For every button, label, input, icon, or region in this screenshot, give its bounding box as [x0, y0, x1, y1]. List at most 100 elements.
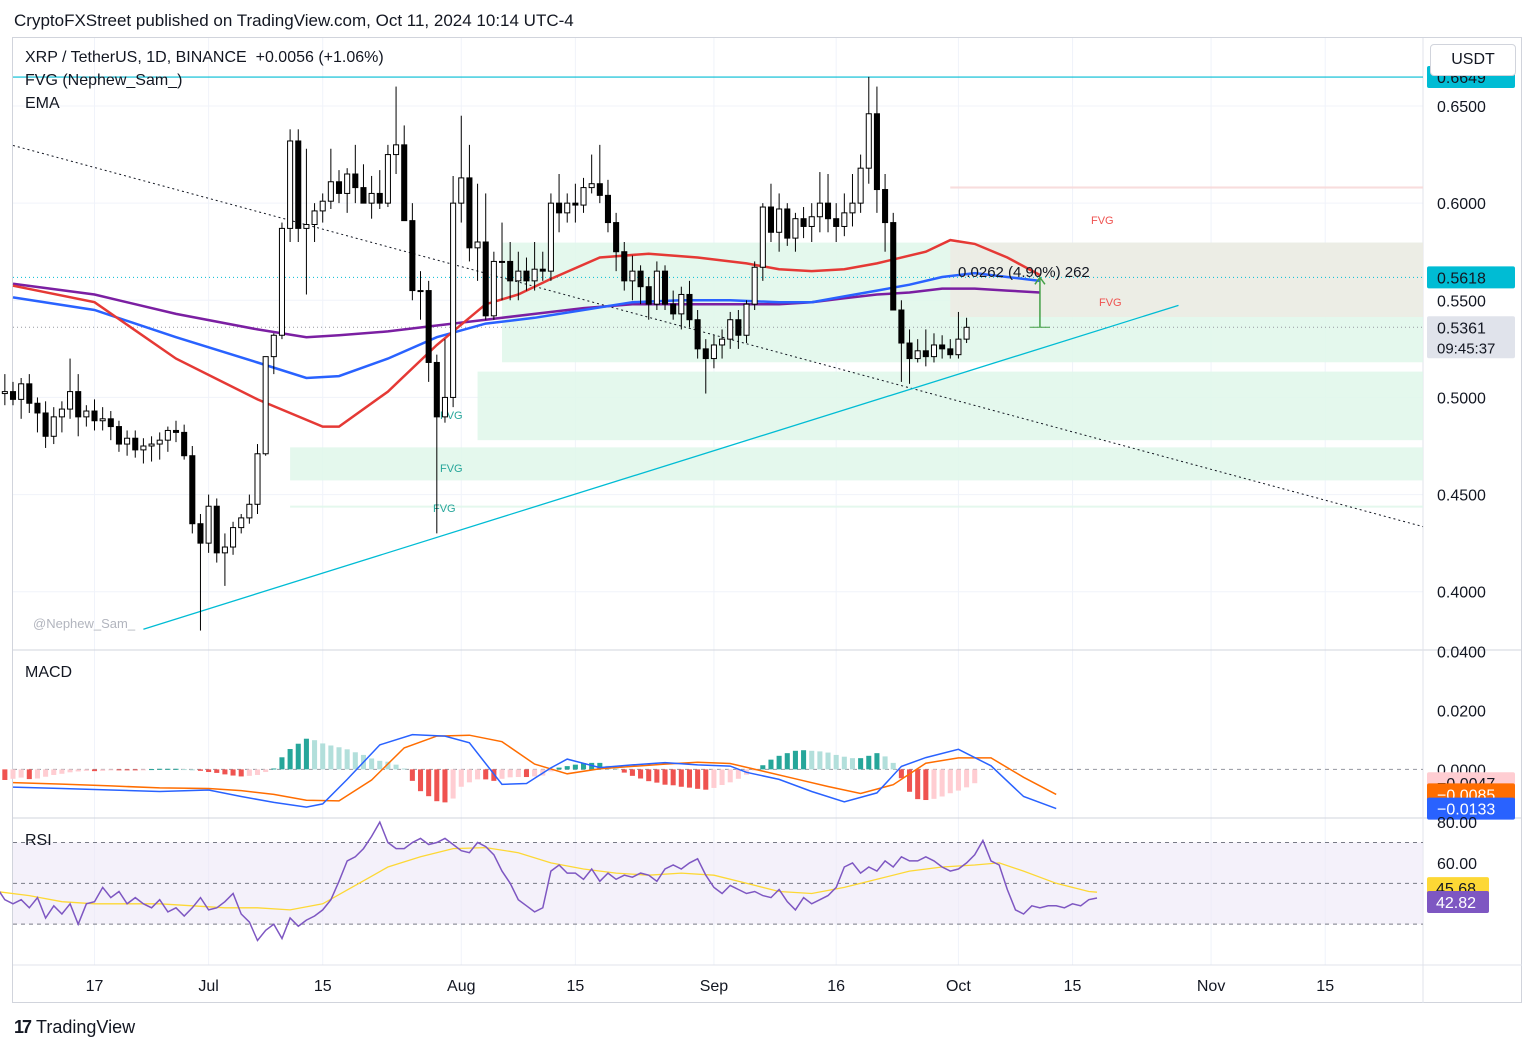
candle-up: [205, 505, 212, 544]
candle-down: [686, 293, 693, 321]
candle-up: [914, 350, 921, 360]
macd-histogram-bar: [915, 769, 921, 800]
macd-histogram-bar: [629, 769, 635, 776]
candle-down: [213, 505, 220, 554]
macd-histogram-bar: [801, 750, 807, 770]
macd-histogram-bar: [523, 769, 529, 778]
candle-up: [930, 344, 938, 358]
time-axis-tick: 15: [1064, 978, 1082, 995]
macd-histogram-bar: [931, 769, 937, 799]
macd-histogram-bar: [760, 765, 766, 770]
candle-up: [327, 181, 334, 202]
macd-value-badge: [1427, 797, 1515, 820]
candle-down: [882, 189, 889, 224]
candle-up: [246, 503, 253, 519]
macd-pane-label[interactable]: MACD: [25, 664, 73, 681]
macd-histogram-bar: [173, 768, 179, 770]
candle-up: [588, 183, 595, 189]
candle-up: [287, 140, 294, 229]
price-label-text: 0.5618: [1437, 270, 1486, 287]
macd-value-text: −0.0133: [1437, 802, 1495, 819]
tradingview-logo[interactable]: 17 TradingView: [14, 1017, 135, 1038]
candle-up: [490, 260, 497, 317]
candle-up: [727, 319, 734, 340]
macd-histogram-bar: [776, 755, 782, 770]
macd-histogram-bar: [580, 763, 587, 770]
macd-histogram-bar: [825, 752, 831, 770]
candle-up: [759, 206, 766, 268]
price-change: +0.0056 (+1.06%): [255, 49, 384, 66]
macd-histogram-bar: [426, 769, 432, 797]
rsi-pane-label[interactable]: RSI: [25, 832, 52, 849]
candle-down: [784, 208, 791, 239]
macd-histogram-bar: [263, 769, 269, 773]
macd-histogram-bar: [116, 769, 122, 771]
macd-histogram-bar: [197, 769, 203, 771]
candle-down: [637, 270, 644, 288]
macd-histogram-bar: [67, 769, 73, 773]
ema-indicator-legend[interactable]: EMA: [25, 95, 60, 112]
candle-up: [653, 270, 660, 305]
macd-histogram-bar: [369, 758, 375, 770]
candle-down: [939, 344, 946, 350]
macd-histogram-bar: [75, 769, 81, 772]
candle-up: [368, 192, 375, 204]
candle-down: [425, 290, 432, 363]
macd-histogram-bar: [670, 769, 676, 786]
macd-histogram-bar: [654, 769, 660, 783]
candle-up: [564, 202, 571, 214]
macd-histogram-bar: [475, 769, 481, 780]
macd-histogram-bar: [735, 769, 741, 779]
macd-histogram-bar: [344, 749, 350, 770]
macd-histogram-bar: [26, 769, 32, 780]
currency-selector[interactable]: USDT: [1430, 44, 1516, 76]
chart-frame: [12, 37, 1522, 1003]
fvg-label: FVG: [1099, 297, 1122, 309]
candle-down: [604, 194, 611, 224]
time-axis-tick: 17: [86, 978, 104, 995]
candle-up: [743, 303, 750, 336]
macd-histogram-bar: [638, 769, 644, 779]
time-axis-tick: Jul: [198, 978, 218, 995]
candle-up: [474, 241, 481, 249]
rsi-line: [0, 820, 1098, 942]
macd-histogram-bar: [303, 738, 309, 770]
price-axis-tick: 0.6000: [1437, 196, 1486, 213]
macd-histogram-bar: [809, 750, 815, 770]
candle-down: [115, 426, 122, 445]
macd-histogram-bar: [849, 758, 856, 770]
macd-histogram-bar: [189, 769, 195, 771]
measure-label: 0.0262 (4.90%) 262: [958, 264, 1090, 281]
descending-trendline: [12, 144, 1424, 528]
macd-histogram-bar: [279, 757, 285, 770]
candle-up: [678, 293, 685, 315]
price-axis-tick: 0.6500: [1437, 99, 1486, 116]
price-axis-tick: 0.4500: [1437, 488, 1486, 505]
macd-histogram-bar: [548, 769, 554, 772]
macd-histogram-bar: [254, 769, 261, 775]
macd-histogram-bar: [964, 769, 970, 788]
fvg-indicator-legend[interactable]: FVG (Nephew_Sam_): [25, 72, 183, 89]
candle-up: [148, 443, 155, 447]
candle-down: [596, 183, 603, 196]
candle-down: [873, 113, 880, 191]
candle-down: [360, 187, 367, 204]
time-axis-tick: 16: [827, 978, 845, 995]
macd-axis-tick: 0.0400: [1437, 644, 1486, 661]
macd-histogram-bar: [874, 753, 880, 770]
macd-histogram-bar: [507, 769, 513, 778]
macd-histogram-bar: [238, 769, 244, 777]
candle-up: [393, 144, 400, 156]
macd-histogram-bar: [181, 769, 187, 771]
symbol-legend[interactable]: XRP / TetherUS, 1D, BINANCE +0.0056 (+1.…: [25, 49, 384, 67]
candle-down: [833, 218, 840, 227]
macd-histogram-bar: [768, 759, 774, 770]
candle-up: [303, 224, 310, 229]
candle-up: [164, 429, 171, 441]
macd-histogram-bar: [947, 769, 953, 794]
candle-down: [556, 202, 563, 214]
macd-histogram-bar: [417, 769, 424, 792]
candle-down: [26, 383, 33, 404]
macd-histogram-bar: [83, 769, 89, 771]
